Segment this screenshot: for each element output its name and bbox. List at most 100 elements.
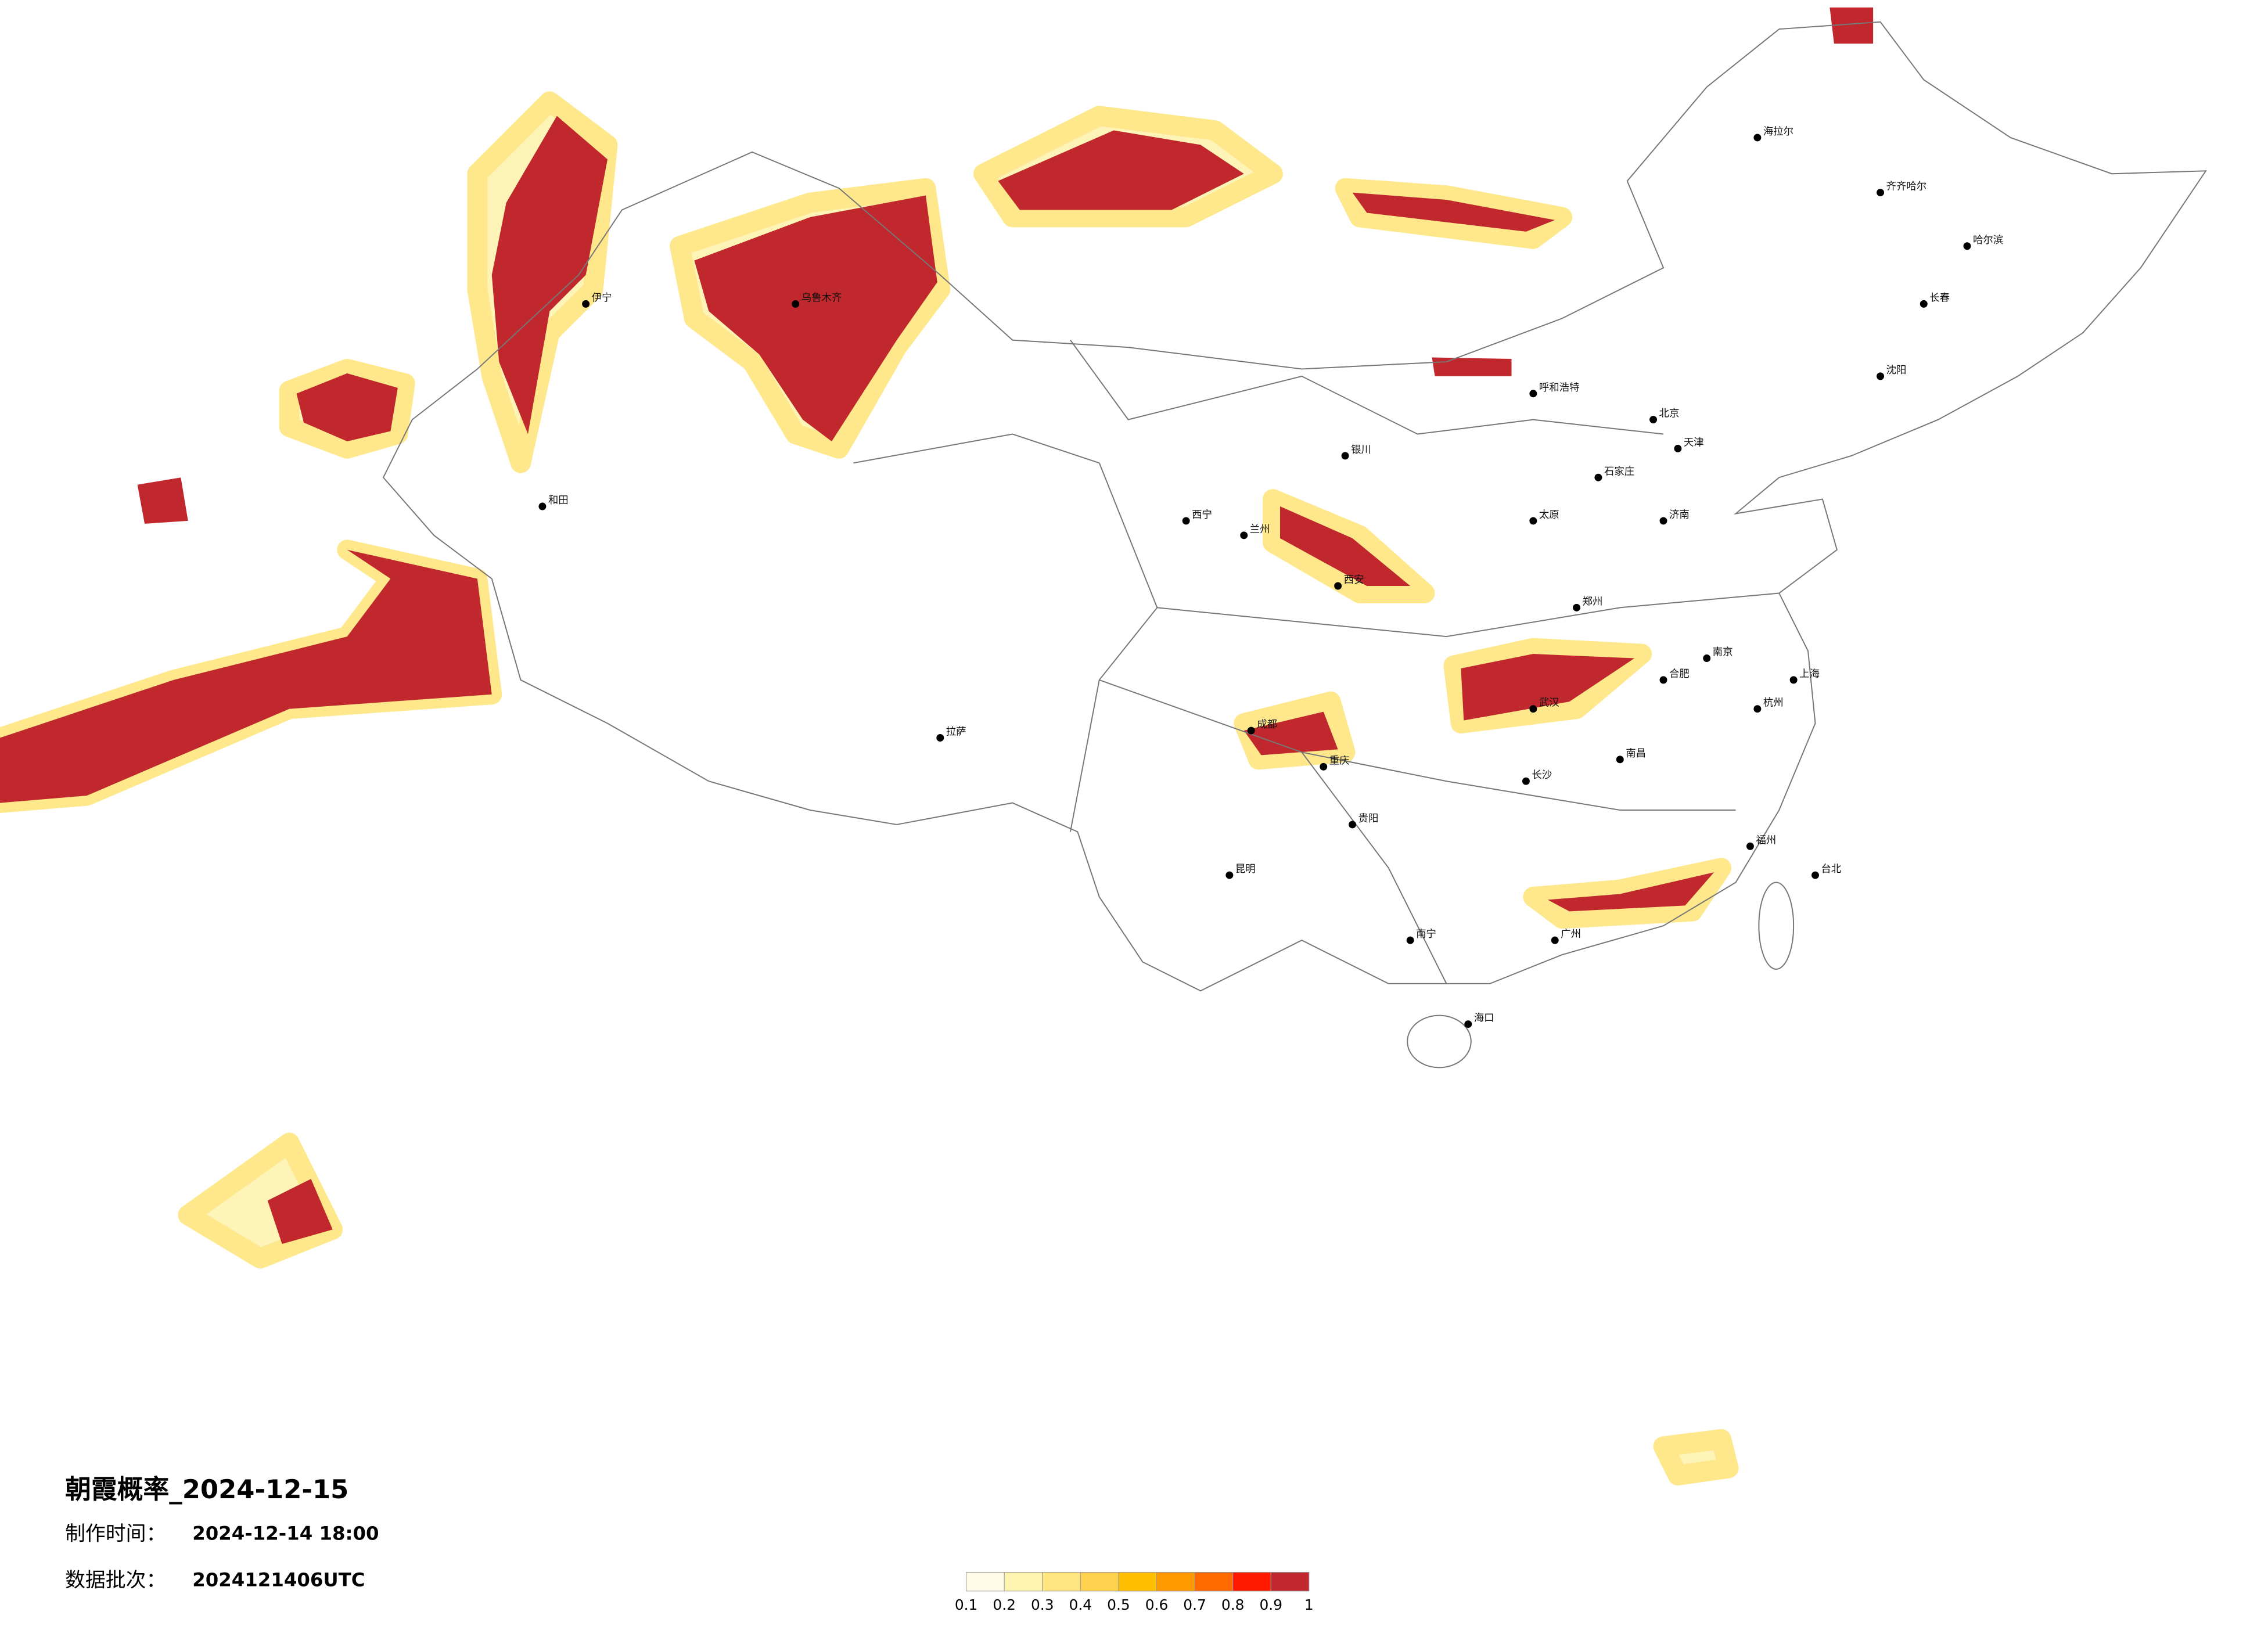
city-dot <box>1529 517 1537 525</box>
city-dot <box>1341 452 1349 460</box>
city-dot <box>936 734 944 742</box>
city-label: 兰州 <box>1250 524 1270 535</box>
city-dot <box>792 300 800 308</box>
legend-tick-label: 0.5 <box>1107 1596 1130 1613</box>
city-dot <box>1240 531 1248 539</box>
city-label: 西宁 <box>1192 509 1212 521</box>
city-label: 贵阳 <box>1358 813 1379 825</box>
city-label: 沈阳 <box>1886 365 1907 376</box>
city-dot <box>1877 372 1885 380</box>
legend-swatch <box>1232 1571 1271 1592</box>
legend-tick-label: 0.3 <box>1031 1596 1054 1613</box>
city-label: 银川 <box>1351 444 1371 456</box>
city-label: 成都 <box>1257 719 1277 731</box>
city-dot <box>1522 777 1530 785</box>
city-dot <box>1182 517 1190 525</box>
legend: 0.1 0.2 0.3 0.4 0.5 0.6 0.7 0.8 0.9 1 <box>955 1571 1314 1613</box>
legend-tick-label: 0.4 <box>1069 1596 1092 1613</box>
probability-field <box>0 7 1874 1486</box>
legend-swatch <box>966 1571 1005 1592</box>
city-label: 南宁 <box>1416 929 1436 940</box>
city-dot <box>1789 676 1798 684</box>
city-dot <box>1649 416 1658 424</box>
city-label: 和田 <box>548 495 569 506</box>
legend-tick-label: 1 <box>1304 1596 1314 1613</box>
city-label: 石家庄 <box>1604 466 1634 477</box>
city-dot <box>1920 300 1928 308</box>
city-dot <box>1963 242 1971 250</box>
city-label: 重庆 <box>1329 755 1350 767</box>
map-title: 朝霞概率_2024-12-15 <box>65 1474 348 1505</box>
city-label: 长春 <box>1929 292 1950 304</box>
city-label: 拉萨 <box>946 726 966 738</box>
city-label: 伊宁 <box>592 292 612 304</box>
city-dot <box>1349 821 1357 829</box>
city-dot <box>1594 473 1602 481</box>
city-dot <box>1811 871 1819 879</box>
city-label: 杭州 <box>1763 697 1784 709</box>
city-dot <box>1573 603 1581 611</box>
city-dot <box>1753 705 1762 713</box>
legend-tick-label: 0.1 <box>955 1596 978 1613</box>
city-label: 海口 <box>1474 1013 1494 1024</box>
production-time: 2024-12-14 18:00 <box>192 1523 379 1545</box>
city-label: 广州 <box>1561 929 1581 940</box>
city-dot <box>582 300 590 308</box>
city-label: 北京 <box>1659 408 1680 420</box>
city-label: 台北 <box>1821 864 1841 875</box>
city-dot <box>1464 1020 1472 1028</box>
city-label: 海拉尔 <box>1763 126 1793 138</box>
city-dot <box>1659 517 1667 525</box>
city-dot <box>1529 390 1537 398</box>
production-time-label: 制作时间： <box>65 1523 166 1546</box>
city-label: 南京 <box>1713 647 1733 659</box>
city-dot <box>1406 936 1414 944</box>
city-dot <box>1334 582 1342 590</box>
city-dot <box>1551 936 1559 944</box>
city-dot <box>1247 726 1255 735</box>
legend-swatch <box>1118 1571 1158 1592</box>
city-dot <box>538 502 547 510</box>
city-label: 齐齐哈尔 <box>1886 181 1927 193</box>
legend-swatch <box>1004 1571 1043 1592</box>
city-label: 上海 <box>1799 668 1820 680</box>
city-label: 郑州 <box>1583 596 1603 607</box>
city-label: 太原 <box>1539 509 1559 521</box>
city-dot <box>1753 134 1762 142</box>
city-label: 西安 <box>1344 574 1364 586</box>
city-label: 乌鲁木齐 <box>801 292 842 304</box>
legend-tick-label: 0.2 <box>993 1596 1016 1613</box>
city-label: 哈尔滨 <box>1973 235 2003 246</box>
city-dot <box>1616 756 1624 764</box>
legend-swatch <box>1270 1571 1310 1592</box>
batch-label: 数据批次： <box>65 1569 166 1592</box>
city-label: 武汉 <box>1539 697 1559 709</box>
city-dot <box>1529 705 1537 713</box>
city-label: 济南 <box>1669 509 1690 521</box>
legend-swatch <box>1080 1571 1119 1592</box>
legend-tick-label: 0.9 <box>1259 1596 1282 1613</box>
batch: 2024121406UTC <box>192 1569 365 1591</box>
city-dot <box>1703 654 1711 662</box>
legend-tick-label: 0.8 <box>1221 1596 1245 1613</box>
city-dot <box>1225 871 1234 879</box>
legend-swatch <box>1194 1571 1234 1592</box>
legend-tick-label: 0.6 <box>1145 1596 1169 1613</box>
city-label: 呼和浩特 <box>1539 382 1580 394</box>
city-label: 天津 <box>1684 437 1704 448</box>
city-dot <box>1320 762 1328 771</box>
city-dot <box>1877 189 1885 197</box>
border <box>382 21 2207 1069</box>
legend-swatch <box>1156 1571 1195 1592</box>
city-dot <box>1746 842 1754 850</box>
city-label: 昆明 <box>1235 864 1256 875</box>
legend-swatch <box>1042 1571 1081 1592</box>
city-label: 福州 <box>1756 834 1776 846</box>
city-dot <box>1659 676 1667 684</box>
city-label: 合肥 <box>1669 668 1690 680</box>
legend-tick-label: 0.7 <box>1183 1596 1206 1613</box>
city-label: 长沙 <box>1532 769 1552 781</box>
city-label: 南昌 <box>1626 748 1646 760</box>
